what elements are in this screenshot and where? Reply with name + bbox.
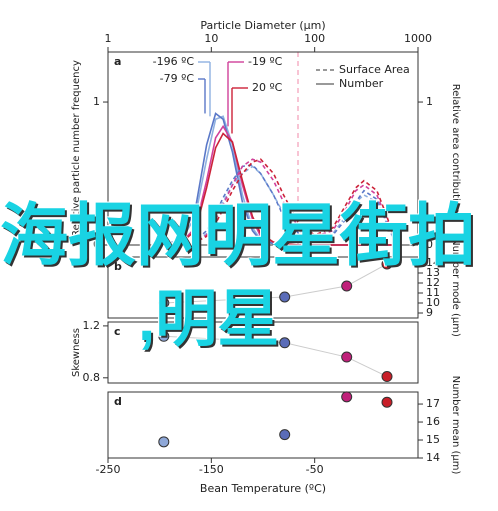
panel-frame xyxy=(107,391,419,459)
series-label: -79 ºC xyxy=(160,72,195,85)
y2-tick-label: 11 xyxy=(426,286,440,299)
y2-tick-label: 1 xyxy=(426,95,433,108)
data-point xyxy=(279,429,291,441)
y2-axis-label: Relative area contribution xyxy=(450,84,461,214)
panel-frame xyxy=(107,51,419,246)
y-tick-label: 1.2 xyxy=(83,319,101,332)
y-tick-label: 0 xyxy=(93,238,100,251)
data-point xyxy=(381,371,393,383)
legend-label: Surface Area xyxy=(339,63,410,76)
series-line xyxy=(157,158,396,246)
watermark: ,明星 xyxy=(138,285,280,354)
data-point xyxy=(279,291,291,303)
data-point xyxy=(341,391,353,403)
y2-tick-label: 10 xyxy=(426,296,440,309)
series-label: -196 ºC xyxy=(153,55,195,68)
panel-label: b xyxy=(114,260,122,273)
panel-label: d xyxy=(114,395,122,408)
data-point xyxy=(279,337,291,349)
data-point xyxy=(158,330,170,342)
panel-frame xyxy=(107,321,419,384)
y2-tick-label: 14 xyxy=(426,451,440,464)
trend-line xyxy=(163,263,388,304)
panel-label: c xyxy=(114,325,121,338)
y2-tick-label: 13 xyxy=(426,266,440,279)
y2-tick-label: 16 xyxy=(426,415,440,428)
y2-tick-label: 14 xyxy=(426,256,440,269)
y2-tick-label: 17 xyxy=(426,397,440,410)
series-line xyxy=(157,158,396,246)
y2-tick-label: 12 xyxy=(426,276,440,289)
series-label: -19 ºC xyxy=(248,55,283,68)
watermark: 海报网明星街拍 xyxy=(0,198,477,274)
y2-tick-label: 15 xyxy=(426,433,440,446)
data-point xyxy=(158,297,170,309)
x-axis-label: Bean Temperature (ºC) xyxy=(200,482,326,495)
data-point xyxy=(158,436,170,448)
y2-tick-label: 0 xyxy=(426,238,433,251)
x-tick-label: 1 xyxy=(105,32,112,45)
x-tick-label: 10 xyxy=(204,32,218,45)
y-tick-label: 1 xyxy=(93,95,100,108)
series-label: 20 ºC xyxy=(252,81,283,94)
y-tick-label: 0.8 xyxy=(83,371,101,384)
series-line xyxy=(157,132,396,246)
x-tick-label: 100 xyxy=(304,32,325,45)
y2-tick-label: 9 xyxy=(426,306,433,319)
y2-axis-label: Number mean (μm) xyxy=(450,376,461,475)
x-tick-label: 1000 xyxy=(404,32,432,45)
panel-label: a xyxy=(114,55,121,68)
legend-label: Number xyxy=(339,77,384,90)
x-tick-label: -150 xyxy=(199,463,224,476)
data-point xyxy=(341,351,353,363)
data-point xyxy=(341,280,353,292)
series-line xyxy=(157,165,396,246)
data-point xyxy=(381,396,393,408)
y2-axis-label: Number mode (μm) xyxy=(450,238,461,337)
y-axis-label: Relative particle number frequency xyxy=(71,60,82,237)
panel-frame xyxy=(107,256,419,319)
x-axis-label: Particle Diameter (μm) xyxy=(200,19,325,32)
y-axis-label: Skewness xyxy=(71,328,82,377)
x-tick-label: -250 xyxy=(96,463,121,476)
data-point xyxy=(381,258,393,270)
x-tick-label: -50 xyxy=(306,463,324,476)
trend-line xyxy=(163,335,388,377)
